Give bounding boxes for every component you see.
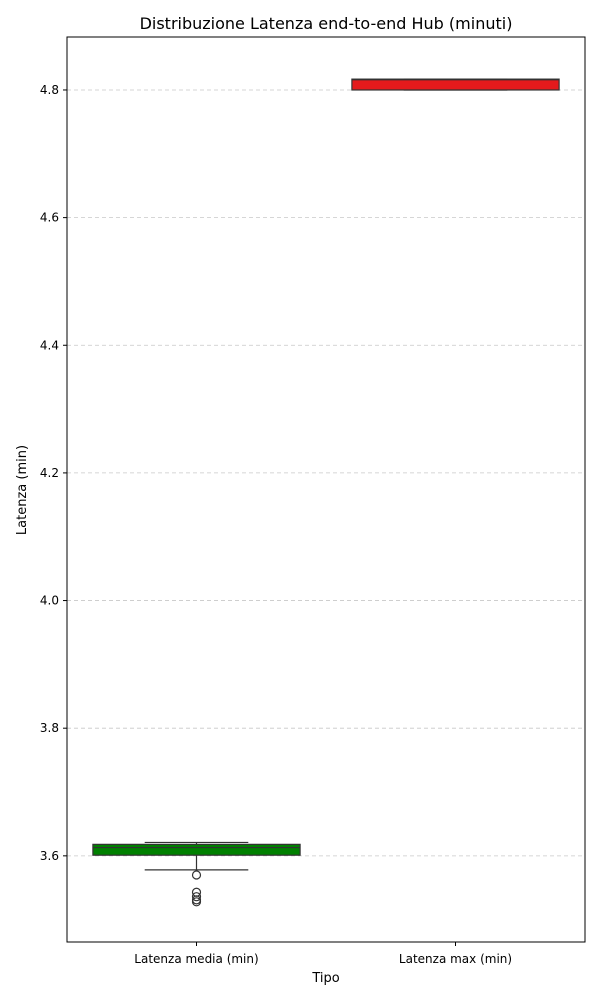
iqr-box bbox=[92, 843, 301, 856]
outlier-point bbox=[191, 897, 202, 907]
y-axis-label: Latenza (min) bbox=[15, 445, 30, 535]
y-axis: 3.6 3.8 4.0 4.2 4.4 4.6 4.8 bbox=[40, 83, 67, 863]
y-tick-label: 4.2 bbox=[40, 466, 59, 480]
x-tick-label: Latenza media (min) bbox=[134, 952, 258, 966]
chart-title: Distribuzione Latenza end-to-end Hub (mi… bbox=[140, 14, 513, 33]
grid-layer bbox=[67, 89, 585, 857]
y-tick-label: 4.8 bbox=[40, 83, 59, 97]
y-tick-label: 4.6 bbox=[40, 211, 59, 225]
box-plot-latenza-media bbox=[92, 841, 301, 907]
x-axis-label: Tipo bbox=[311, 971, 339, 986]
x-tick-label: Latenza max (min) bbox=[399, 952, 512, 966]
plot-frame bbox=[66, 36, 586, 943]
outlier-point bbox=[191, 892, 202, 902]
box-layer bbox=[92, 78, 560, 907]
y-tick-label: 3.6 bbox=[40, 849, 59, 863]
y-tick-label: 4.0 bbox=[40, 594, 59, 608]
x-axis: Latenza media (min) Latenza max (min) bbox=[134, 942, 512, 966]
y-tick-label: 3.8 bbox=[40, 721, 59, 735]
y-tick-label: 4.4 bbox=[40, 338, 59, 352]
outlier-point bbox=[191, 870, 202, 880]
box-plot-latenza-max bbox=[351, 78, 560, 91]
iqr-box bbox=[351, 78, 560, 91]
